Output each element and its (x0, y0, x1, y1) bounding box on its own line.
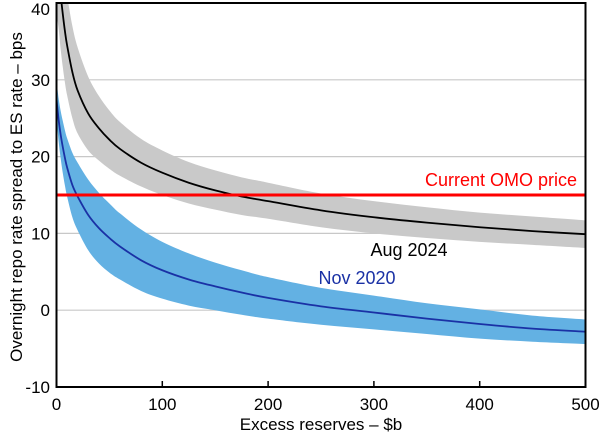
y-tick-label-30: 30 (31, 71, 50, 90)
y-tick-label-20: 20 (31, 148, 50, 167)
y-tick-label-0: 0 (41, 301, 50, 320)
x-tick-label-300: 300 (360, 395, 388, 414)
confidence-band-nov-2020 (56, 79, 586, 344)
series-label-nov-2020: Nov 2020 (318, 268, 395, 288)
reference-line-label: Current OMO price (425, 170, 577, 190)
plot-area (56, 3, 586, 344)
y-tick-label-10: 10 (31, 224, 50, 243)
series-line-nov-2020 (56, 98, 586, 333)
x-axis-title: Excess reserves – $b (240, 415, 403, 434)
y-tick-label-40: 40 (31, 0, 50, 19)
x-tick-label-100: 100 (148, 395, 176, 414)
y-tick-label--10: -10 (25, 378, 50, 397)
plot-frame (55, 2, 587, 388)
series-line-aug-2024 (60, 3, 586, 236)
confidence-band-aug-2024 (56, 3, 586, 248)
x-tick-label-500: 500 (571, 395, 599, 414)
x-tick-label-200: 200 (254, 395, 282, 414)
x-tick-label-0: 0 (52, 395, 61, 414)
y-axis-title: Overnight repo rate spread to ES rate – … (7, 32, 26, 362)
x-tick-label-400: 400 (466, 395, 494, 414)
series-label-aug-2024: Aug 2024 (370, 240, 447, 260)
